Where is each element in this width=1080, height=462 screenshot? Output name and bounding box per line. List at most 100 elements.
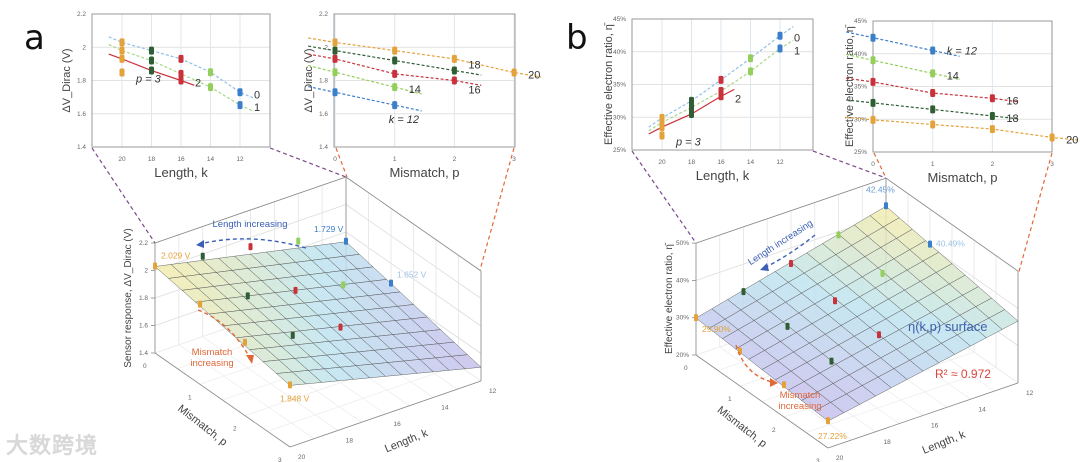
fit-line-20 — [308, 37, 542, 78]
floor-gridline — [805, 367, 997, 433]
y-tick-label: 2 — [82, 44, 86, 51]
data-point — [119, 38, 125, 47]
data-point — [119, 46, 125, 55]
data-point — [777, 31, 783, 40]
data-point — [930, 69, 936, 78]
x-tick-label: 1 — [931, 161, 935, 168]
z-tick-label: 40% — [676, 277, 689, 284]
series-label: 20 — [1066, 134, 1078, 146]
series-label: k = 12 — [389, 114, 419, 126]
surface-data-point — [826, 417, 830, 425]
axis-frame-line — [289, 380, 482, 448]
surface-data-point — [288, 381, 292, 389]
series-label: 0 — [794, 33, 800, 45]
arrow-head-icon — [246, 355, 254, 364]
x-tick-label: 12 — [776, 159, 784, 166]
data-point — [451, 66, 457, 75]
y-tick-label: 25% — [854, 149, 867, 156]
floor-gridline — [267, 364, 459, 432]
p-tick-label: 0 — [684, 365, 688, 372]
data-point — [332, 68, 338, 77]
surface-data-point — [153, 262, 157, 270]
data-point — [392, 46, 398, 55]
mismatch-arrow — [197, 309, 251, 359]
data-point — [332, 54, 338, 63]
data-point — [748, 54, 753, 63]
x-axis-label: Mismatch, p — [927, 170, 997, 185]
value-annotation: 40.49% — [936, 239, 965, 249]
surface-data-point — [880, 269, 885, 277]
chart-b-surface: 20%30%40%50%2018161412012342.45%40.49%29… — [664, 177, 1034, 462]
k-tick-label: 16 — [931, 423, 939, 430]
axis-frame-line — [154, 176, 347, 244]
series-label: 1 — [254, 102, 260, 114]
p-axis-label: Mismatch, p — [715, 404, 769, 450]
x-tick-label: 2 — [453, 156, 457, 163]
data-point — [392, 101, 398, 110]
k-axis-label: Length, k — [921, 428, 968, 456]
series-label: 1 — [794, 46, 800, 58]
fit-line-14 — [846, 53, 960, 80]
arrow-head-icon — [770, 378, 778, 387]
fit-line-20 — [846, 116, 1080, 141]
y-tick-label: 1.8 — [77, 78, 86, 85]
p-tick-label: 1 — [728, 396, 732, 403]
plot-frame — [872, 20, 1053, 153]
length-arrow — [199, 238, 307, 249]
k-tick-label: 18 — [346, 438, 354, 445]
surface-data-point — [248, 243, 253, 251]
data-point — [777, 44, 783, 53]
series-label: 16 — [1006, 95, 1018, 107]
data-point — [689, 103, 694, 112]
data-point — [149, 66, 154, 75]
axis-frame-line — [695, 354, 829, 449]
data-point — [392, 83, 398, 92]
axis-frame-line — [827, 382, 1019, 449]
surface-data-point — [789, 259, 793, 267]
plot-frame — [631, 18, 814, 151]
axis-frame-line — [695, 177, 887, 244]
x-tick-label: 12 — [236, 156, 244, 163]
surface-data-point — [198, 300, 202, 308]
data-point — [748, 67, 753, 76]
surface-data-point — [200, 252, 205, 260]
length-arrow — [763, 234, 816, 269]
data-point — [689, 109, 694, 118]
data-point — [332, 88, 338, 97]
surface-data-point — [694, 314, 698, 322]
data-point — [930, 105, 936, 114]
data-point — [208, 68, 213, 77]
p-tick-label: 1 — [188, 394, 192, 401]
k-tick-label: 12 — [489, 388, 497, 395]
series-label: 14 — [409, 84, 421, 96]
y-tick-label: 25% — [613, 147, 626, 154]
y-tick-label: 45% — [613, 16, 626, 23]
k-tick-label: 20 — [836, 455, 844, 462]
data-point — [659, 123, 665, 132]
fit-line-12 — [846, 31, 960, 57]
panel-label-b: b — [566, 18, 588, 58]
chart-b-mismatch: 25% 30% 35% 40% 45% 0 1 2 3 Mismatch, p Effective … — [844, 18, 1080, 185]
mismatch-increasing-label: Mismatch — [192, 347, 233, 358]
data-point — [870, 33, 876, 42]
series-label: p = 3 — [135, 74, 162, 86]
surface-label: η(k,p) surface — [908, 319, 987, 334]
surface-data-point — [877, 331, 881, 339]
arrow-head-icon — [196, 240, 204, 248]
z-tick-label: 50% — [676, 240, 689, 247]
k-tick-label: 12 — [1026, 390, 1034, 397]
data-point — [930, 120, 936, 129]
zoom-connector-line — [335, 147, 348, 178]
p-tick-label: 2 — [233, 426, 237, 433]
data-point — [1049, 133, 1055, 142]
surface-data-point — [344, 237, 348, 245]
y-axis-label: ΔV_Dirac (V) — [303, 48, 315, 112]
y-tick-label: 40% — [613, 49, 626, 56]
zoom-connector-line — [1017, 152, 1053, 276]
series-label: 18 — [1006, 113, 1018, 125]
k-tick-label: 20 — [298, 454, 306, 461]
x-tick-label: 2 — [991, 161, 995, 168]
k-tick-label: 16 — [394, 421, 402, 428]
y-tick-label: 30% — [854, 116, 867, 123]
